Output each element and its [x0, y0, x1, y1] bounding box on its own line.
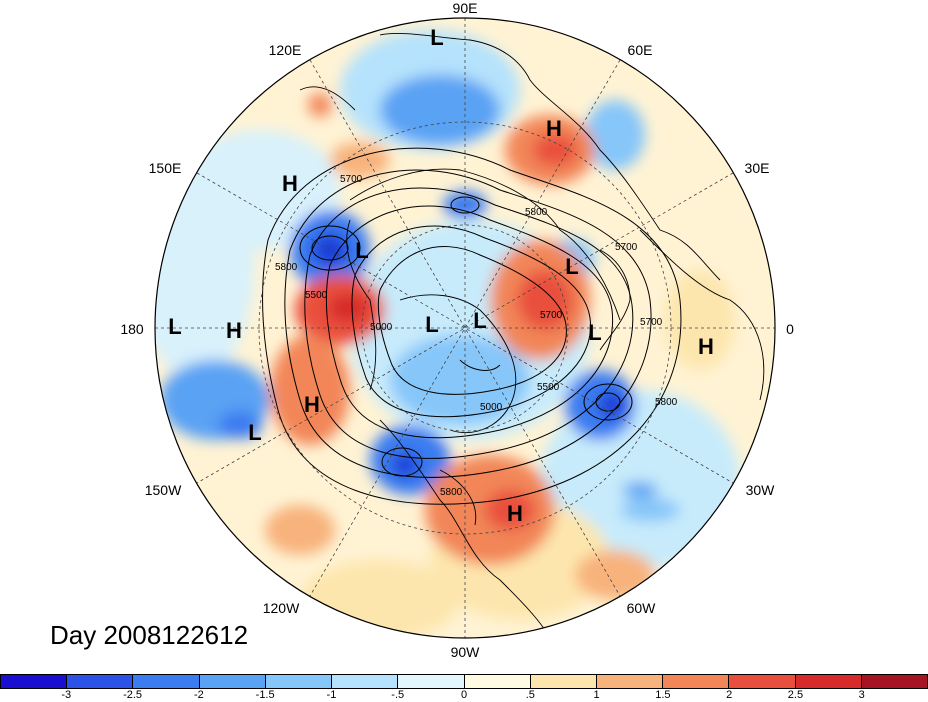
colorbar-swatch: [398, 674, 465, 689]
height-contours: [262, 147, 682, 505]
longitude-label-180: 180: [120, 321, 144, 337]
colorbar-swatch: [530, 674, 597, 689]
contour-label: 5800: [655, 397, 678, 408]
colorbar-tick-label: -1: [326, 689, 337, 701]
colorbar-swatch: [133, 674, 200, 689]
colorbar-tick-label: 0: [460, 689, 468, 701]
colorbar-tick-label: 2: [726, 689, 733, 701]
longitude-label-60e: 60E: [627, 42, 653, 58]
colorbar-swatch: [795, 674, 862, 689]
colorbar-swatch: [332, 674, 399, 689]
pressure-center-low: L: [473, 308, 486, 333]
map-boundary: [154, 17, 776, 639]
contour-label-group: 5700 5800 5500 5000 5700 5800 5500 5000 …: [275, 174, 678, 498]
contour-label: 5800: [275, 262, 298, 273]
longitude-label-0: 0: [786, 321, 794, 337]
colorbar-swatch: [199, 674, 266, 689]
map-title: Day 2008122612: [50, 620, 249, 650]
colorbar-tick-label: 3: [858, 689, 865, 701]
longitude-label-30w: 30W: [745, 482, 775, 498]
pressure-center-high: H: [304, 392, 320, 417]
colorbar-tick-label: -3: [61, 689, 72, 701]
pressure-center-low: L: [168, 314, 181, 339]
colorbar-swatch: [729, 674, 796, 689]
pressure-center-low: L: [248, 420, 261, 445]
colorbar-tick-label: -1.5: [255, 689, 275, 701]
pressure-center-high: H: [226, 318, 242, 343]
longitude-label-150w: 150W: [144, 482, 182, 498]
pressure-center-low: L: [355, 238, 368, 263]
colorbar-tick-label: 1: [593, 689, 600, 701]
contour-label: 5700: [615, 242, 638, 253]
contour-label: 5500: [305, 290, 328, 301]
longitude-label-120w: 120W: [262, 600, 300, 616]
longitude-label-150e: 150E: [148, 160, 182, 176]
contour-label: 5800: [525, 207, 548, 218]
pressure-center-low: L: [425, 312, 438, 337]
pressure-center-high: H: [507, 501, 523, 526]
contour-label: 5800: [440, 487, 463, 498]
colorbar-tick-label: .5: [525, 689, 535, 701]
pressure-center-low: L: [430, 25, 443, 50]
contour-label: 5700: [340, 174, 363, 185]
longitude-label-60w: 60W: [626, 600, 656, 616]
graticule: [155, 18, 775, 638]
pressure-center-group: L H H L L L L L L H H L H H: [168, 25, 714, 526]
contour-label: 5700: [640, 317, 663, 328]
coastlines: [299, 32, 765, 638]
pressure-center-high: H: [282, 171, 298, 196]
longitude-label-30e: 30E: [744, 160, 770, 176]
colorbar-swatch: [596, 674, 664, 689]
colorbar-tick-label: 2.5: [787, 689, 804, 701]
colorbar-tick-label: 1.5: [655, 689, 671, 701]
longitude-label-90w: 90W: [450, 644, 480, 660]
colorbar-swatch: [265, 674, 333, 689]
colorbar-tick-label: -.5: [391, 689, 405, 701]
colorbar-swatch: [464, 674, 531, 689]
colorbar-swatch: [663, 674, 730, 689]
pressure-center-low: L: [588, 320, 601, 345]
colorbar-tick-label: -2.5: [123, 689, 143, 701]
contour-label: 5000: [480, 402, 503, 413]
colorbar-tick-label: -2: [193, 689, 204, 701]
contour-label: 5700: [540, 310, 563, 321]
colorbar: [0, 674, 928, 689]
longitude-label-90e: 90E: [452, 0, 478, 16]
contour-label: 5000: [370, 322, 393, 333]
pressure-center-high: H: [546, 116, 562, 141]
contour-label: 5500: [537, 382, 560, 393]
colorbar-swatch: [861, 674, 928, 689]
pressure-center-high: H: [698, 334, 714, 359]
colorbar-swatch: [0, 674, 68, 689]
longitude-label-120e: 120E: [268, 42, 302, 58]
pressure-center-low: L: [565, 254, 578, 279]
colorbar-swatch: [67, 674, 134, 689]
